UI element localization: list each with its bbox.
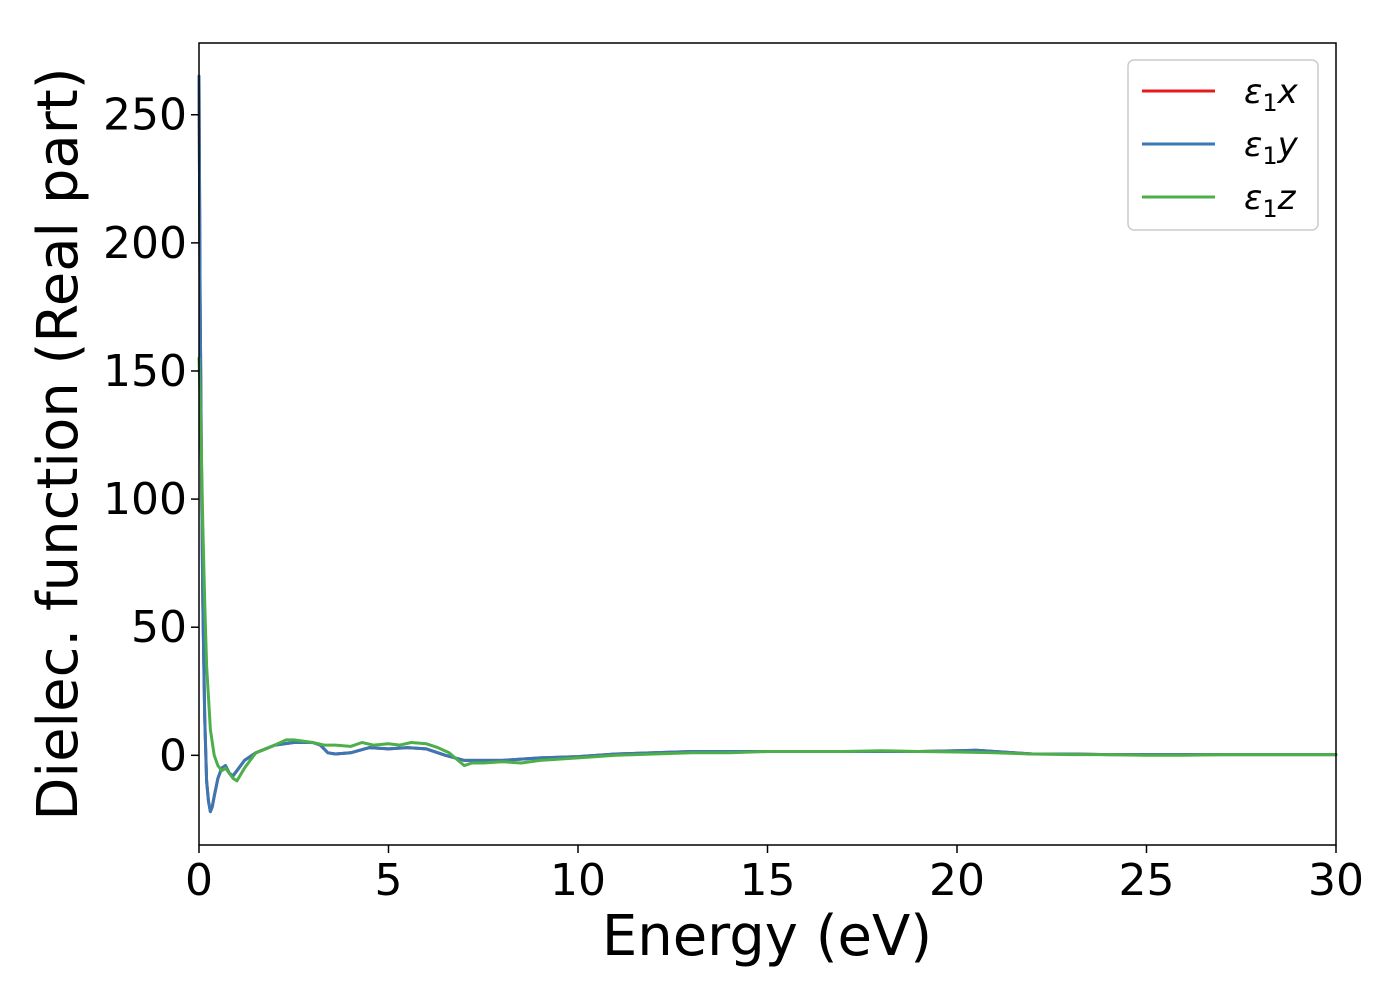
legend-label-z: ε1z — [1244, 178, 1297, 223]
x-tick-label: 5 — [375, 855, 403, 906]
legend-items: ε1x ε1y ε1z — [1142, 72, 1299, 223]
series-line-z — [197, 356, 1338, 783]
x-axis-title: Energy (eV) — [602, 904, 932, 969]
y-tick-label: 50 — [131, 602, 187, 653]
legend-label-y: ε1y — [1244, 125, 1299, 170]
legend-frame — [1127, 59, 1319, 231]
series-layer — [197, 74, 1338, 814]
x-tick-label: 15 — [740, 855, 796, 906]
y-tick-label: 150 — [103, 346, 187, 397]
x-tick-label: 20 — [929, 855, 985, 906]
x-tick-label: 25 — [1119, 855, 1175, 906]
y-tick-label: 0 — [159, 730, 187, 781]
y-tick-label: 200 — [103, 218, 187, 269]
legend-label-x: ε1x — [1244, 72, 1299, 117]
legend: ε1x ε1y ε1z — [1127, 59, 1319, 231]
x-tick-label: 0 — [185, 855, 213, 906]
y-axis-ticks: 0 50 100 150 200 250 — [103, 90, 199, 781]
x-tick-label: 10 — [550, 855, 606, 906]
y-axis-title: Dielec. function (Real part) — [26, 67, 91, 820]
x-axis-ticks: 0 5 10 15 20 25 30 — [185, 845, 1364, 906]
x-tick-label: 30 — [1308, 855, 1364, 906]
y-tick-label: 100 — [103, 474, 187, 525]
y-tick-label: 250 — [103, 90, 187, 141]
